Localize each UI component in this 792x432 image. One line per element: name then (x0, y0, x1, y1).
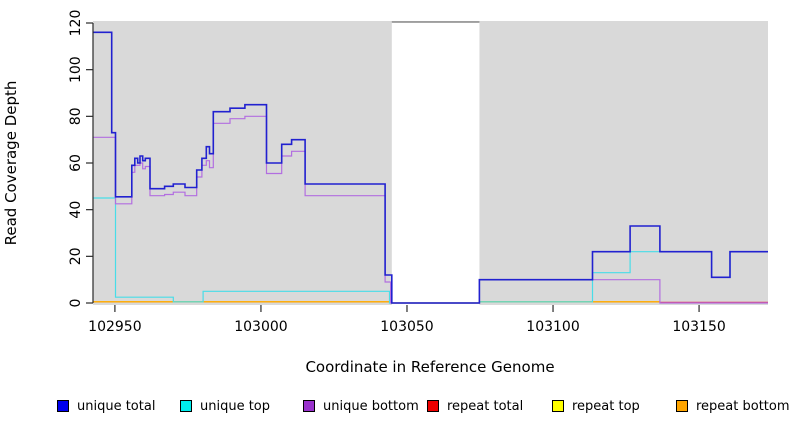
legend-label: repeat bottom (696, 398, 790, 414)
y-tick-label: 80 (68, 107, 84, 125)
y-axis-title: Read Coverage Depth (2, 81, 20, 246)
unique-bottom-swatch-icon (303, 400, 315, 412)
repeat-total-swatch-icon (427, 400, 439, 412)
legend-label: unique bottom (323, 398, 419, 414)
unique-top-swatch-icon (180, 400, 192, 412)
legend-item-unique-bottom: unique bottom (303, 394, 419, 418)
legend-item-unique-total: unique total (57, 394, 155, 418)
repeat-bottom-swatch-icon (676, 400, 688, 412)
y-tick-label: 60 (68, 154, 84, 172)
y-tick-label: 0 (68, 299, 84, 308)
y-tick-label: 100 (68, 56, 84, 83)
x-tick-label: 103100 (526, 319, 579, 335)
legend-label: unique top (200, 398, 271, 414)
x-tick-label: 103000 (234, 319, 287, 335)
legend-item-repeat-top: repeat top (552, 394, 640, 418)
y-tick-label: 40 (68, 201, 84, 219)
series-unique-total (93, 31, 768, 304)
x-tick-label: 103150 (672, 319, 725, 335)
series-unique-bottom (93, 115, 768, 304)
legend-label: unique total (77, 398, 156, 414)
x-tick-label: 103050 (380, 319, 433, 335)
legend-item-repeat-total: repeat total (427, 394, 523, 418)
legend-label: repeat total (447, 398, 524, 414)
legend-label: repeat top (572, 398, 640, 414)
unique-total-swatch-icon (57, 400, 69, 412)
legend-item-repeat-bottom: repeat bottom (676, 394, 790, 418)
x-tick-label: 102950 (88, 319, 141, 335)
y-tick-label: 20 (68, 247, 84, 265)
legend-item-unique-top: unique top (180, 394, 270, 418)
repeat-top-swatch-icon (552, 400, 564, 412)
x-axis-title: Coordinate in Reference Genome (305, 358, 554, 376)
legend: unique total unique top unique bottom re… (0, 394, 792, 420)
y-tick-label: 120 (68, 10, 84, 37)
